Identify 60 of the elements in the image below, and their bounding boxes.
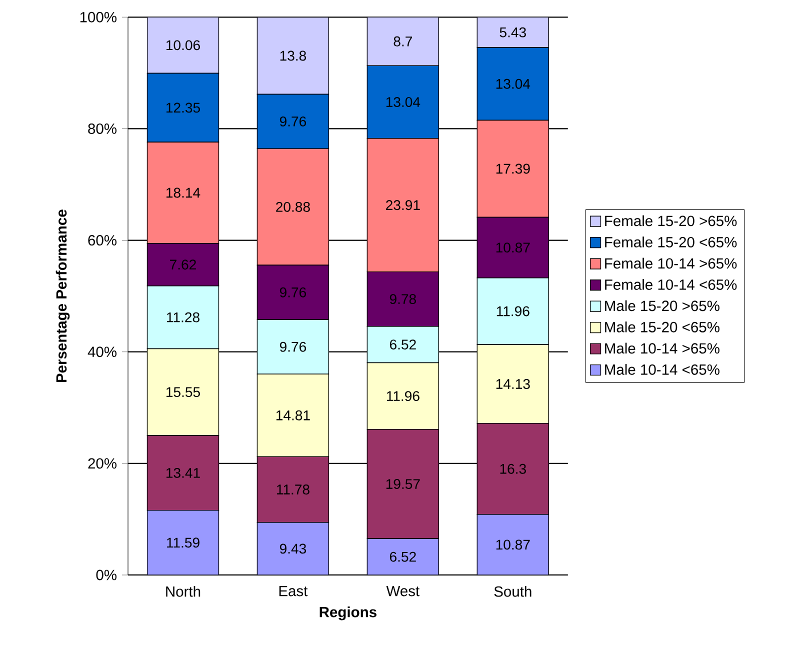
data-label: 13.04: [386, 97, 420, 108]
data-label: 9.76: [280, 342, 306, 352]
data-label: 10.87: [496, 242, 530, 253]
x-axis-title: Regions: [320, 606, 376, 620]
y-tick-label: 40%: [88, 346, 116, 358]
bar: [146, 510, 220, 575]
data-label: 16.3: [500, 464, 526, 474]
data-label: 23.91: [386, 200, 420, 210]
y-tick-label: 0%: [96, 570, 116, 580]
bar: [366, 538, 440, 575]
data-label: 11.78: [276, 484, 310, 494]
data-label: 11.96: [386, 391, 420, 402]
data-label: 6.52: [390, 552, 416, 562]
bar: [256, 17, 330, 95]
legend-label: Female 10-14 >65%: [605, 258, 737, 269]
data-label: 12.35: [166, 102, 200, 113]
x-tick-label: East: [279, 586, 308, 596]
data-label: 6.52: [390, 340, 416, 350]
y-axis-title: Persentage Performance: [56, 210, 70, 382]
data-label: 13.04: [496, 78, 530, 89]
data-label: 9.76: [280, 287, 306, 298]
legend-label: Female 15-20 <65%: [605, 236, 737, 248]
data-label: 19.57: [386, 479, 420, 489]
data-label: 20.88: [276, 202, 310, 212]
data-label: 18.14: [166, 188, 200, 198]
legend-label: Male 15-20 <65%: [605, 322, 720, 332]
legend-label: Male 10-14 <65%: [605, 364, 720, 375]
bar: [256, 522, 330, 575]
bar: [366, 17, 440, 66]
data-label: 10.87: [496, 540, 530, 550]
data-label: 14.13: [496, 379, 530, 389]
data-label: 13.8: [280, 50, 306, 61]
x-tick-label: South: [494, 586, 532, 597]
data-label: 14.81: [276, 410, 310, 420]
data-label: 7.62: [170, 260, 196, 270]
data-label: 11.96: [496, 306, 530, 316]
data-label: 10.06: [166, 40, 200, 50]
legend-label: Female 15-20 >65%: [605, 215, 737, 226]
x-tick-label: North: [166, 586, 200, 597]
data-label: 13.41: [166, 468, 200, 478]
bar: [476, 17, 549, 48]
y-tick-label: 100%: [80, 12, 116, 22]
legend-label: Male 15-20 >65%: [605, 300, 720, 312]
data-label: 9.78: [390, 294, 416, 304]
data-label: 9.76: [280, 116, 306, 126]
data-label: 8.7: [394, 36, 412, 46]
data-label: 15.55: [166, 387, 200, 398]
bar: [476, 514, 549, 575]
legend-label: Male 10-14 >65%: [605, 342, 720, 354]
data-label: 11.28: [167, 312, 200, 322]
data-label: 9.43: [280, 544, 306, 554]
bar: [146, 17, 220, 74]
y-tick-label: 80%: [88, 123, 116, 134]
data-label: 17.39: [496, 164, 530, 174]
y-tick-label: 20%: [88, 458, 116, 469]
data-label: 11.59: [167, 538, 200, 548]
y-tick-label: 60%: [88, 235, 116, 246]
legend-label: Female 10-14 <65%: [605, 279, 737, 290]
x-tick-label: West: [386, 586, 420, 596]
data-label: 5.43: [500, 27, 526, 38]
